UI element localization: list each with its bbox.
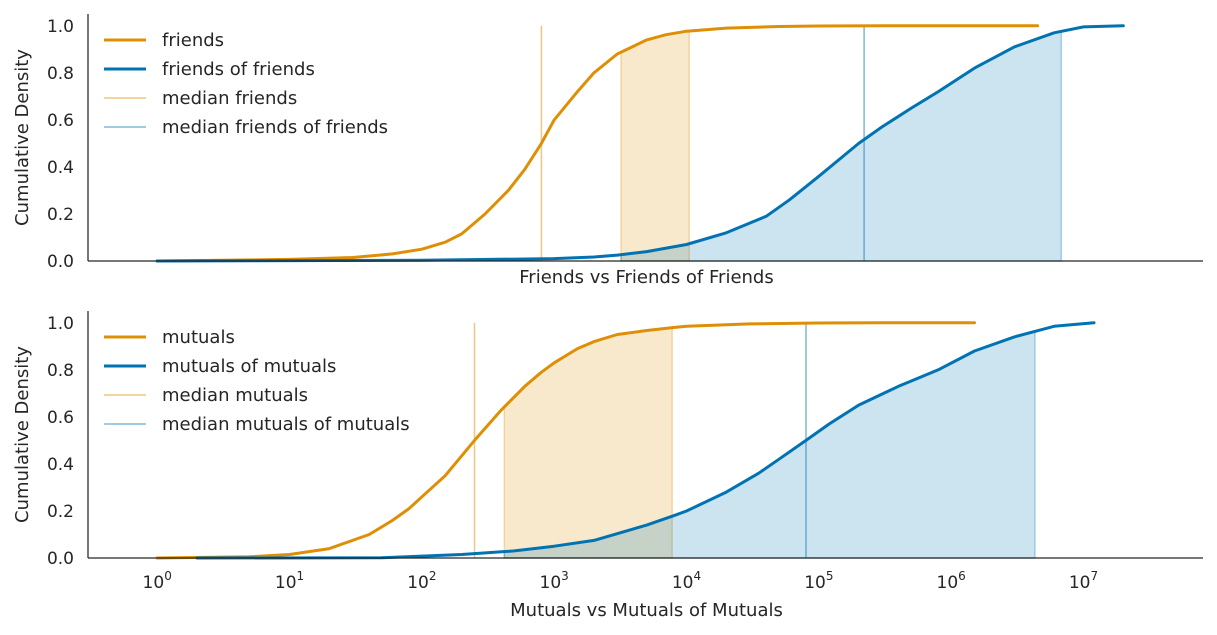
y-tick-label: 1.0	[47, 17, 74, 37]
legend-label-friends-of-friends: friends of friends	[162, 59, 315, 80]
y-axis-label: Cumulative Density	[12, 346, 33, 523]
legend: friends friends of friends median friends m…	[104, 30, 388, 138]
x-tick-label: 100	[143, 569, 172, 593]
y-tick-label: 0.8	[47, 361, 74, 381]
legend-label-median-mutuals-of-mutuals: median mutuals of mutuals	[162, 414, 410, 435]
y-tick-label: 0.8	[47, 64, 74, 84]
y-tick-label: 0.2	[47, 205, 74, 225]
panel-1: 0.0 0.2 0.4 0.6 0.8 1.0 Friends vs Friends of …	[12, 14, 1203, 288]
x-tick-label: 106	[937, 569, 966, 593]
legend-label-median-mutuals: median mutuals	[162, 385, 308, 406]
y-tick-label: 0.0	[47, 549, 74, 569]
x-tick-label: 105	[804, 569, 833, 593]
y-tick-label: 0.6	[47, 408, 74, 428]
legend: mutuals mutuals of mutuals median mutuals m…	[104, 327, 410, 435]
legend-label-median-friends: median friends	[162, 88, 297, 109]
y-tick-label: 0.4	[47, 158, 74, 178]
series-line-mutuals	[155, 321, 976, 560]
x-tick-label: 104	[672, 569, 701, 593]
y-axis-label: Cumulative Density	[12, 49, 33, 226]
legend-label-friends: friends	[162, 30, 224, 51]
x-axis-label: Friends vs Friends of Friends	[519, 267, 773, 288]
legend-label-mutuals: mutuals	[162, 327, 235, 348]
x-tick-label: 101	[275, 569, 304, 593]
legend-label-median-friends-of-friends: median friends of friends	[162, 117, 388, 138]
y-tick-label: 1.0	[47, 314, 74, 334]
x-tick-label: 107	[1069, 569, 1098, 593]
y-tick-label: 0.2	[47, 502, 74, 522]
panel-2: 0.0 0.2 0.4 0.6 0.8 1.0 100 101 102 103 104 105 106 1…	[12, 311, 1203, 621]
x-axis-label: Mutuals vs Mutuals of Mutuals	[510, 600, 783, 621]
y-tick-label: 0.6	[47, 111, 74, 131]
series-line-friends	[155, 24, 1040, 263]
y-tick-label: 0.4	[47, 455, 74, 475]
x-tick-label: 103	[540, 569, 569, 593]
x-tick-label: 102	[407, 569, 436, 593]
legend-label-mutuals-of-mutuals: mutuals of mutuals	[162, 356, 336, 377]
series-line-friends-of-friends	[155, 24, 1125, 263]
series-line-mutuals-of-mutuals	[195, 321, 1096, 560]
y-tick-label: 0.0	[47, 252, 74, 272]
shaded-area-friends	[620, 30, 691, 262]
